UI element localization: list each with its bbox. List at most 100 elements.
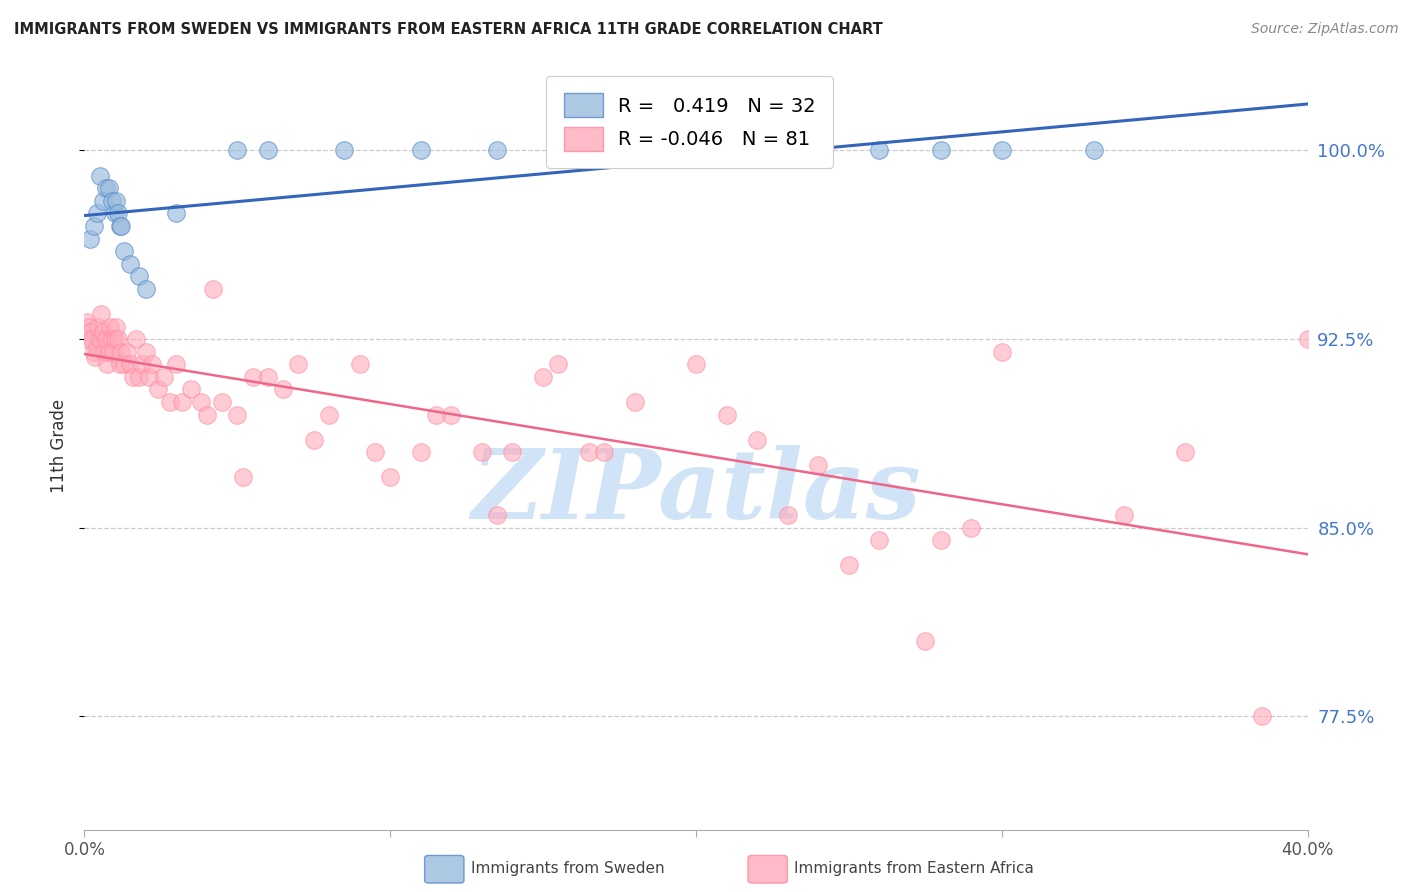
Point [91,194,114,208]
Point [380,470,402,484]
Point [128,369,150,384]
Point [502,445,524,459]
Point [1114,508,1136,523]
Point [929,144,952,158]
Point [94,181,117,195]
Point [409,144,432,158]
Point [195,408,218,422]
Point [869,144,891,158]
Point [211,395,233,409]
Point [333,144,356,158]
Point [318,408,340,422]
Point [105,194,128,208]
Point [242,369,264,384]
Point [257,144,280,158]
Point [107,332,129,346]
Text: ZIPatlas: ZIPatlas [471,445,921,539]
Point [93,344,115,359]
Point [440,408,463,422]
Point [98,319,121,334]
Point [226,144,249,158]
Point [471,445,494,459]
Point [112,244,135,258]
Point [97,344,120,359]
Point [105,319,128,334]
Point [226,408,249,422]
Point [87,319,110,334]
Point [153,369,176,384]
Point [929,533,952,548]
Point [135,282,157,296]
Point [89,332,111,346]
Text: Immigrants from Eastern Africa: Immigrants from Eastern Africa [794,861,1035,876]
Point [138,369,160,384]
Point [1174,445,1197,459]
Point [232,470,254,484]
Point [146,383,169,397]
Point [180,383,202,397]
Point [141,357,163,371]
Point [103,344,125,359]
Point [531,369,554,384]
Point [165,206,187,220]
Point [108,219,131,233]
Point [991,344,1014,359]
Point [101,332,124,346]
Point [79,325,101,339]
Point [120,257,142,271]
Point [89,169,111,183]
Point [486,508,509,523]
Point [128,269,150,284]
Point [486,144,509,158]
Point [172,395,194,409]
Point [83,344,105,359]
Point [409,445,432,459]
Point [83,219,105,233]
Point [257,369,280,384]
Point [685,357,707,371]
Point [807,144,830,158]
Point [201,282,224,296]
Point [86,340,108,354]
Point [838,558,860,573]
Point [125,332,148,346]
Point [91,325,114,339]
Point [104,332,127,346]
Point [1083,144,1105,158]
Point [84,350,107,364]
Legend: R =   0.419   N = 32, R = -0.046   N = 81: R = 0.419 N = 32, R = -0.046 N = 81 [547,76,834,169]
Text: IMMIGRANTS FROM SWEDEN VS IMMIGRANTS FROM EASTERN AFRICA 11TH GRADE CORRELATION : IMMIGRANTS FROM SWEDEN VS IMMIGRANTS FRO… [14,22,883,37]
Point [94,332,117,346]
Text: Source: ZipAtlas.com: Source: ZipAtlas.com [1251,22,1399,37]
Point [135,344,157,359]
Point [776,508,799,523]
Point [991,144,1014,158]
Point [75,332,97,346]
Point [364,445,387,459]
Point [86,206,108,220]
Point [271,383,294,397]
Point [112,357,135,371]
Point [122,369,145,384]
Point [1296,332,1319,346]
Point [90,307,112,321]
Point [869,533,891,548]
Point [578,445,600,459]
Point [96,357,118,371]
Point [562,144,585,158]
Point [425,408,447,422]
Point [108,357,131,371]
Point [165,357,187,371]
Point [960,521,983,535]
Point [302,433,325,447]
Point [747,144,769,158]
Point [77,319,100,334]
Point [97,181,120,195]
Point [79,231,101,245]
Y-axis label: 11th Grade: 11th Grade [49,399,67,493]
Point [110,219,132,233]
Point [287,357,309,371]
Point [716,408,738,422]
Point [110,344,132,359]
Point [807,458,830,472]
